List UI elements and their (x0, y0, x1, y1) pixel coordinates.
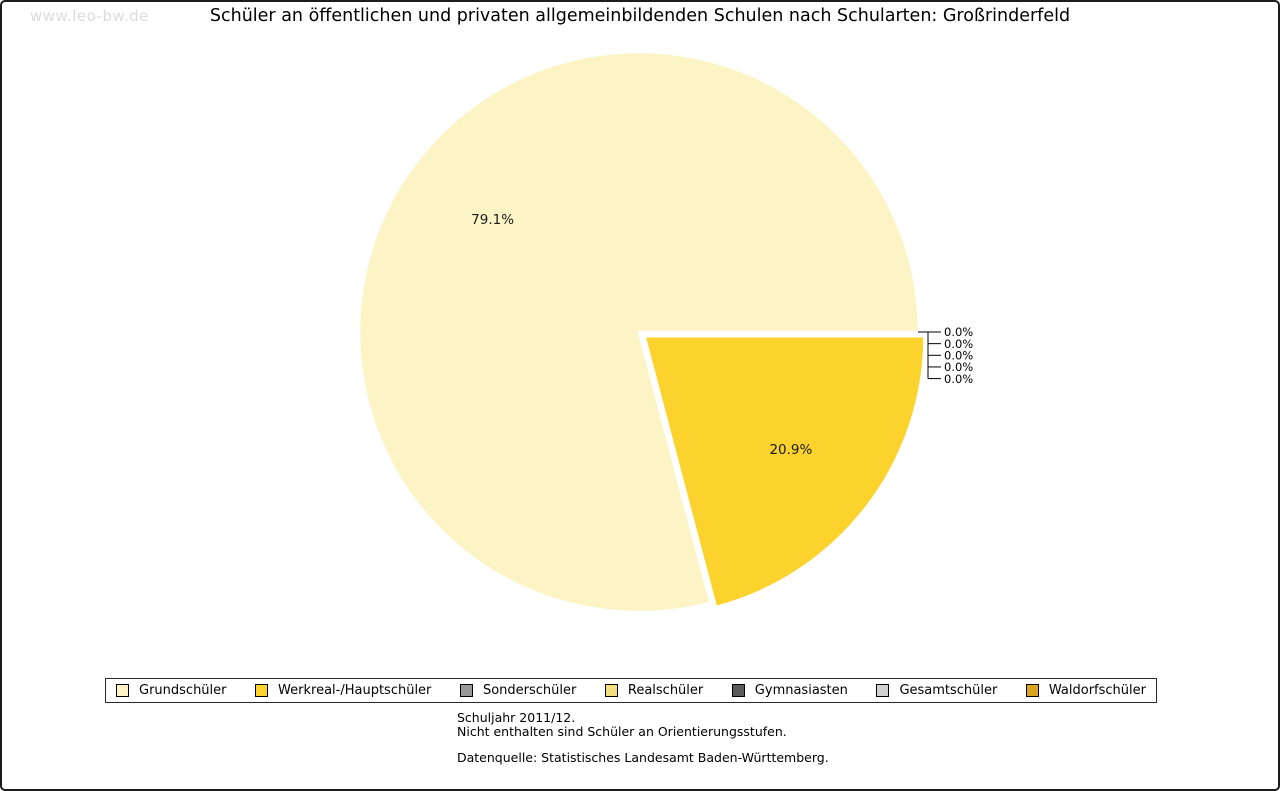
legend-item-werkreal-hauptsch-ler: Werkreal-/Hauptschüler (255, 683, 431, 698)
legend-item-label: Gymnasiasten (754, 683, 848, 698)
legend-item-realsch-ler: Realschüler (604, 683, 704, 698)
zero-bracket: 0.0%0.0%0.0%0.0%0.0% (918, 325, 973, 386)
footer-note-schuljahr: Schuljahr 2011/12. (457, 710, 576, 725)
legend-swatch-sondersch-ler (459, 684, 473, 697)
pie-slice-grundsch-ler (357, 50, 921, 614)
percent-label-werkreal-hauptsch-ler: 20.9% (769, 442, 812, 458)
legend-item-waldorfsch-ler: Waldorfschüler (1025, 683, 1146, 698)
zero-label-gesamtsch-ler: 0.0% (944, 360, 973, 374)
watermark: www.leo-bw.de (30, 7, 149, 25)
zero-label-waldorfsch-ler: 0.0% (944, 372, 973, 386)
legend: Grundschüler Werkreal-/Hauptschüler Sonder… (105, 678, 1157, 703)
legend-swatch-gymnasiasten (731, 684, 745, 697)
percent-label-grundsch-ler: 79.1% (471, 212, 514, 228)
footer-notes: Schuljahr 2011/12. Nicht enthalten sind … (457, 711, 829, 765)
pie-slice-werkreal-hauptsch-ler (643, 335, 926, 609)
footer-note-orientierungsstufen: Nicht enthalten sind Schüler an Orientie… (457, 723, 787, 739)
legend-swatch-gesamtsch-ler (876, 684, 890, 697)
legend-item-label: Grundschüler (139, 683, 227, 698)
footer-note-datenquelle: Datenquelle: Statistisches Landesamt Bad… (457, 750, 829, 765)
legend-swatch-waldorfsch-ler (1025, 684, 1039, 697)
zero-label-realsch-ler: 0.0% (944, 337, 973, 351)
legend-item-label: Sonderschüler (482, 683, 577, 698)
legend-item-grundsch-ler: Grundschüler (116, 683, 227, 698)
legend-item-sondersch-ler: Sonderschüler (459, 683, 577, 698)
pie-chart-svg: 79.1%20.9%0.0%0.0%0.0%0.0%0.0% (357, 50, 973, 614)
legend-item-gymnasiasten: Gymnasiasten (731, 683, 848, 698)
chart-title: Schüler an öffentlichen und privaten all… (209, 6, 1071, 26)
legend-item-label: Gesamtschüler (899, 683, 998, 698)
legend-swatch-grundsch-ler (116, 684, 129, 697)
legend-item-label: Waldorfschüler (1048, 683, 1146, 698)
legend-item-label: Werkreal-/Hauptschüler (278, 683, 432, 698)
legend-swatch-realsch-ler (604, 684, 618, 697)
zero-label-gymnasiasten: 0.0% (944, 349, 973, 363)
legend-swatch-werkreal-hauptsch-ler (255, 684, 269, 697)
legend-item-label: Realschüler (627, 683, 704, 698)
zero-label-sondersch-ler: 0.0% (944, 325, 973, 339)
legend-item-gesamtsch-ler: Gesamtschüler (876, 683, 997, 698)
